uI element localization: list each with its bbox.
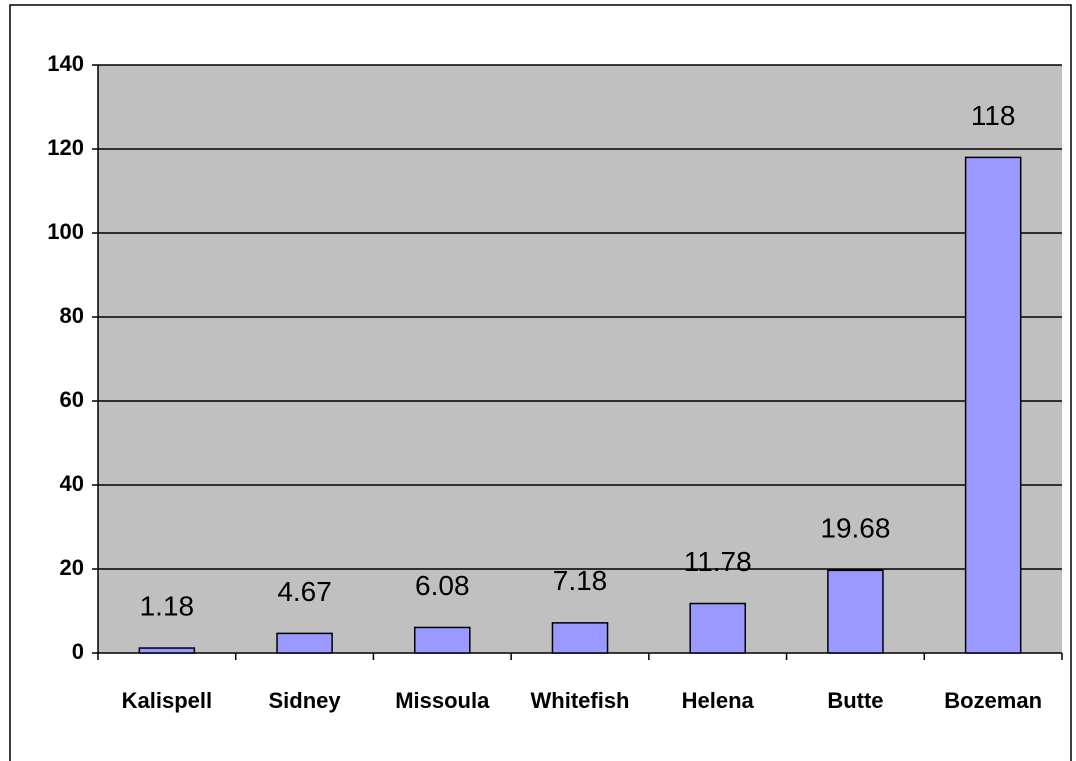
y-tick-label: 60 (60, 387, 84, 412)
bar (138, 647, 196, 654)
bar (827, 569, 884, 654)
x-tick-label: Butte (827, 688, 883, 713)
plot-area (98, 65, 1062, 653)
y-tick-label: 0 (72, 639, 84, 664)
x-tick-label: Whitefish (531, 688, 630, 713)
chart-border (9, 4, 1072, 761)
bar (276, 632, 333, 654)
bar (551, 622, 609, 654)
x-tick-label: Bozeman (944, 688, 1042, 713)
data-label: 1.18 (140, 590, 195, 621)
x-tick-label: Helena (682, 688, 755, 713)
y-tick-label: 20 (60, 555, 84, 580)
y-tick-label: 80 (60, 303, 84, 328)
data-label: 19.68 (820, 513, 890, 544)
data-label: 118 (971, 100, 1016, 131)
data-label: 11.78 (684, 546, 752, 577)
bar (689, 602, 747, 654)
bar (964, 156, 1022, 654)
data-label: 6.08 (415, 570, 470, 601)
y-tick-label: 120 (47, 135, 84, 160)
x-tick-label: Kalispell (122, 688, 212, 713)
y-tick-label: 140 (47, 51, 84, 76)
x-tick-label: Missoula (395, 688, 490, 713)
y-tick-label: 40 (60, 471, 84, 496)
data-label: 7.18 (553, 565, 608, 596)
bar (413, 626, 471, 654)
y-tick-label: 100 (47, 219, 84, 244)
x-tick-label: Sidney (269, 688, 342, 713)
data-label: 4.67 (277, 576, 332, 607)
